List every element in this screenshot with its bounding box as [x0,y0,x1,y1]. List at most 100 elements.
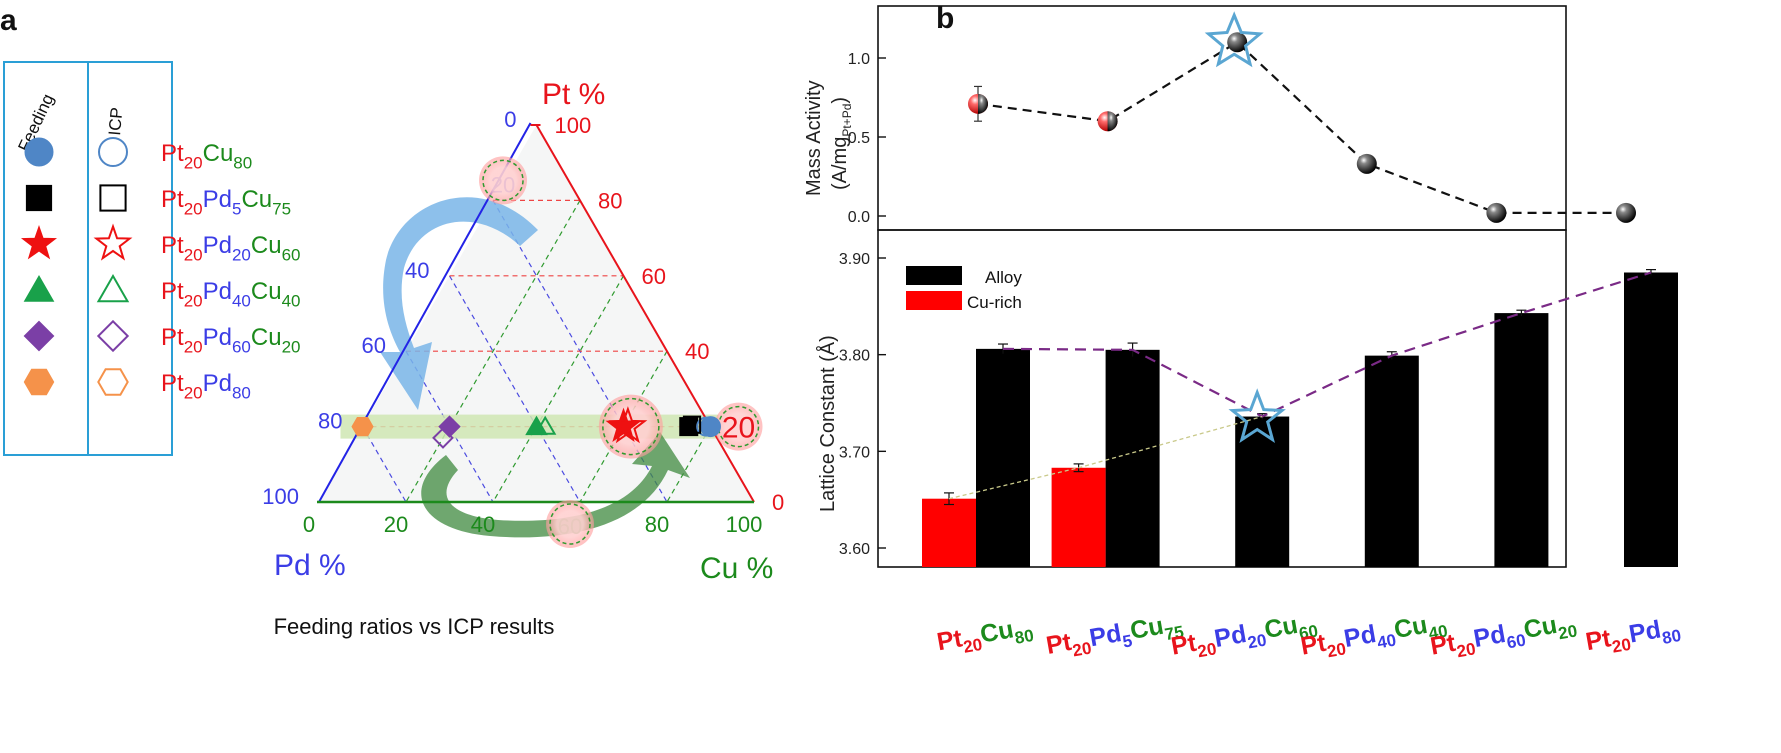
cu-tick-label: 0 [303,512,315,537]
x-category-label-part: Pd [1212,620,1248,653]
legend-composition-label: Pt20Pd60Cu20 [161,324,301,356]
pt-tick-label: 0 [772,490,784,515]
legend-icp-header: ICP [105,106,126,136]
pd-tick-label: 80 [318,409,342,434]
mass-activity-point [1227,32,1248,53]
x-category-label-part: Pd [1087,619,1123,652]
lattice-highlight-star [1228,388,1286,444]
legend-composition-label-part: Cu [251,232,282,259]
star-point-highlight-dash [602,397,660,456]
legend-composition-label-part: 20 [184,153,203,172]
pd-axis-title: Pd % [274,549,346,582]
legend-composition-label-part: 60 [282,245,301,264]
legend-composition-label-part: Cu [241,186,272,213]
lattice-tick-label: 3.60 [839,541,870,558]
legend-composition-label: Pt20Pd40Cu40 [161,278,301,310]
legend-composition-label-part: 20 [184,291,203,310]
legend-composition-label: Pt20Pd80 [161,370,251,402]
legend-composition-label: Pt20Pd5Cu75 [161,186,291,218]
legend-icp-marker [97,368,129,396]
cu-rich-bar [922,498,976,567]
legend-composition-label: Pt20Cu80 [161,140,252,172]
legend-composition-label-part: Pd [203,370,232,397]
legend-composition-label-part: 20 [184,337,203,356]
mass-activity-point [1616,202,1636,223]
legend-composition-label-part: Pd [203,278,232,305]
x-category-label-part: 20 [1326,639,1348,661]
panel-label-b: b [936,2,954,35]
cu-tick-label: 100 [726,512,763,537]
cu-tick-label: 80 [645,512,669,537]
legend-composition-label-part: 40 [232,291,251,310]
cu-grid-line [492,275,625,503]
alloy-bar [1105,349,1160,567]
x-category-label-part: 40 [1427,621,1449,643]
ternary-background [319,125,754,502]
x-category-label-part: 20 [1455,639,1477,661]
x-category-label-part: 75 [1163,622,1185,644]
pd-20-highlight-dash [482,159,524,202]
lattice-frame [877,229,1567,568]
unit-sub: Pt+Pd [840,104,854,137]
legend-composition-label-part: Pt [161,140,184,167]
unit-close: ) [829,97,851,104]
pt-20-highlight [714,402,763,451]
x-category-label-part: 20 [1611,635,1633,657]
mass-activity-tick-label: 1.0 [848,51,870,68]
alloy-bar [1364,355,1419,567]
legend-feeding-marker [23,368,55,396]
blue-flow-arrow [380,197,538,410]
x-category-label-part: 60 [1298,621,1320,643]
mass-activity-unit: (A/mgPt+Pd) [829,97,854,190]
legend-composition-label-part: Pt [161,324,184,351]
mass-activity-point-half [1107,111,1118,132]
mass-activity-point-half [978,93,988,114]
panel-b: 0.0 0.5 1.0 3.60 3.70 3.80 3.90 Mass Activity… [803,5,1683,666]
legend-composition-label-part: 80 [232,383,251,402]
alloy-bar [1494,313,1549,567]
legend-composition-label-part: Pt [161,370,184,397]
legend-composition-label-part: 75 [272,199,291,218]
legend-icp-marker [93,223,133,261]
legend-composition-label-part: 20 [184,199,203,218]
x-category-label-part: Cu [1128,612,1166,645]
legend-feeding-marker [25,184,53,212]
pd-grid-line [361,426,407,503]
x-category-label-part: 60 [1505,630,1527,652]
x-category-label-part: Pd [1342,620,1378,653]
legend-label-alloy: Alloy [985,268,1022,287]
legend-composition-label-part: Pd [203,186,232,213]
mass-activity-point [1486,202,1507,223]
legend-composition-label-part: Cu [203,140,234,167]
x-category-label-part: 20 [1557,621,1579,643]
mass-activity-ylabel: Mass Activity [803,80,825,196]
legend-composition-label-part: Pt [161,186,184,213]
legend-swatch-cu-rich [906,291,962,310]
pt-axis-title: Pt % [542,78,605,111]
x-category-label-part: Pt [1428,629,1458,661]
legend-label-cu-rich: Cu-rich [967,293,1022,312]
alloy-bar [1624,272,1678,567]
x-category-label: Pt20Pd20Cu60 [1169,608,1320,666]
chart-title: Feeding ratios vs ICP results [274,614,555,639]
mass-activity-line [977,40,1626,214]
legend-composition-label-part: Cu [251,278,282,305]
mass-activity-highlight-star [1204,11,1264,68]
pt-20-highlight-dash [717,405,760,448]
pt-tick-label: 40 [685,339,709,364]
icp-point-square [682,415,702,434]
cu-axis-title: Cu % [700,552,773,585]
legend-composition-label-part: Pd [203,232,232,259]
pd-tick-label: 40 [405,258,429,283]
cu-rich-trend-line [948,415,1263,500]
x-category-label-part: Pt [1044,628,1074,660]
legend-composition-label-part: Cu [251,324,282,351]
panel-label-a: a [0,4,17,37]
legend-feeding-marker [24,137,54,167]
x-category-label-part: 20 [1246,630,1268,652]
feeding-point-hexagon [351,417,374,437]
icp-point-circle [696,416,717,437]
legend-composition-label: Pt20Pd20Cu60 [161,232,301,264]
x-category-label: Pt20Pd5Cu75 [1044,608,1185,664]
icp-point-triangle [534,415,557,435]
